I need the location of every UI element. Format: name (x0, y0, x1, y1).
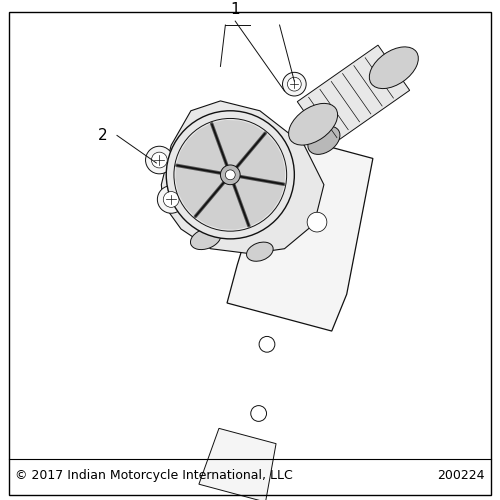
Text: 200224: 200224 (437, 469, 484, 482)
Ellipse shape (220, 165, 240, 184)
Ellipse shape (190, 228, 221, 250)
Ellipse shape (166, 111, 294, 239)
Ellipse shape (259, 336, 275, 352)
Polygon shape (162, 101, 324, 254)
Ellipse shape (146, 146, 173, 174)
Text: 2: 2 (98, 128, 107, 143)
Ellipse shape (158, 186, 185, 213)
Ellipse shape (246, 242, 273, 262)
Ellipse shape (174, 118, 286, 231)
Polygon shape (199, 428, 276, 500)
Ellipse shape (282, 72, 306, 96)
Ellipse shape (288, 104, 338, 145)
Ellipse shape (226, 170, 235, 179)
Text: © 2017 Indian Motorcycle International, LLC: © 2017 Indian Motorcycle International, … (16, 469, 293, 482)
Ellipse shape (164, 192, 179, 208)
Ellipse shape (370, 47, 418, 88)
Polygon shape (195, 182, 249, 230)
Polygon shape (234, 176, 284, 226)
Ellipse shape (152, 152, 167, 168)
Polygon shape (236, 132, 285, 184)
Ellipse shape (288, 78, 301, 91)
Polygon shape (227, 133, 373, 331)
Polygon shape (298, 45, 410, 147)
Ellipse shape (307, 212, 327, 232)
Polygon shape (176, 123, 227, 173)
Ellipse shape (251, 406, 266, 421)
Ellipse shape (308, 126, 340, 154)
Text: 1: 1 (230, 2, 240, 17)
Polygon shape (212, 120, 266, 168)
Polygon shape (176, 166, 224, 217)
